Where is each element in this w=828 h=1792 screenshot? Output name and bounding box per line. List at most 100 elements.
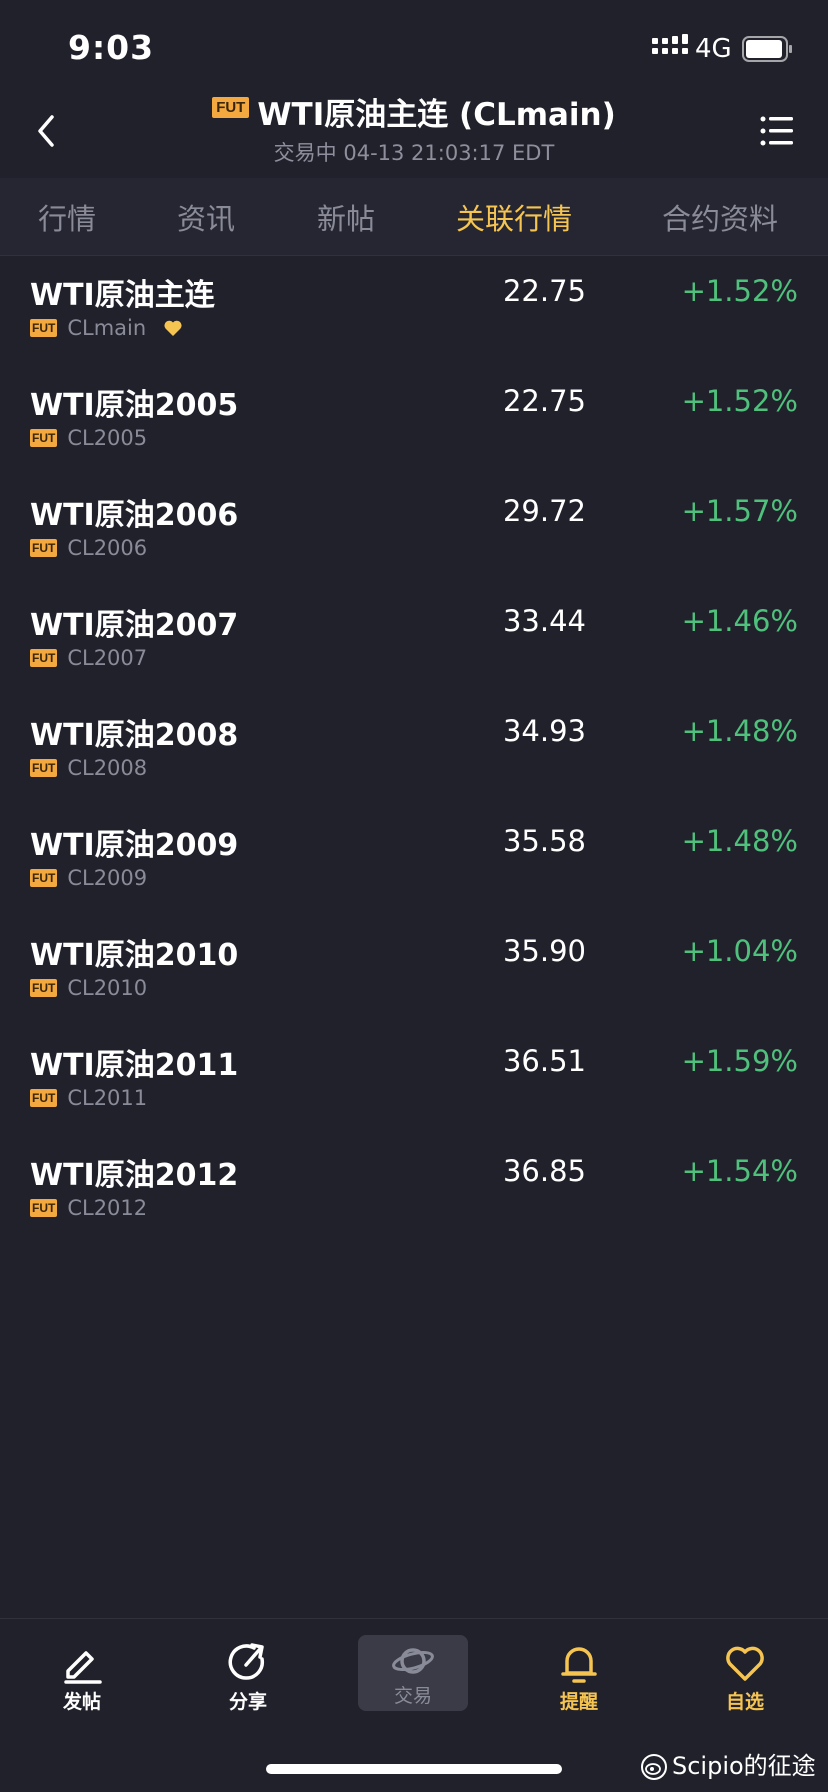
change-percent: +1.52% bbox=[681, 384, 798, 418]
contract-name: WTI原油2010 bbox=[30, 938, 239, 973]
nav-share[interactable]: 分享 bbox=[193, 1641, 303, 1741]
change-percent: +1.48% bbox=[681, 824, 798, 858]
last-price: 22.75 bbox=[502, 274, 586, 308]
nav-trade[interactable]: 交易 bbox=[358, 1635, 468, 1711]
page-title: FUT WTI原油主连 (CLmain) bbox=[0, 89, 828, 134]
list-item[interactable]: WTI原油2012 FUT CL2012 36.85 +1.54% bbox=[0, 1138, 828, 1248]
nav-label: 交易 bbox=[393, 1685, 432, 1707]
fut-badge: FUT bbox=[30, 1089, 58, 1107]
contract-code: CL2008 bbox=[67, 756, 148, 780]
list-item[interactable]: WTI原油2009 FUT CL2009 35.58 +1.48% bbox=[0, 808, 828, 918]
list-item[interactable]: WTI原油2006 FUT CL2006 29.72 +1.57% bbox=[0, 478, 828, 588]
fut-badge: FUT bbox=[30, 319, 58, 337]
tab-related-quotes[interactable]: 关联行情 bbox=[456, 202, 573, 236]
last-price: 35.90 bbox=[502, 934, 586, 968]
contract-sub: FUT CL2006 bbox=[30, 536, 147, 560]
nav-watchlist[interactable]: 自选 bbox=[690, 1641, 800, 1741]
weibo-logo-icon bbox=[641, 1754, 667, 1780]
last-price: 34.93 bbox=[502, 714, 586, 748]
last-price: 22.75 bbox=[502, 384, 586, 418]
contract-code: CLmain bbox=[67, 316, 147, 340]
watermark-text: Scipio的征途 bbox=[672, 1752, 816, 1780]
tab-bar: 行情 资讯 新帖 关联行情 合约资料 bbox=[0, 178, 828, 256]
tab-posts[interactable]: 新帖 bbox=[317, 202, 376, 236]
contract-code: CL2009 bbox=[67, 866, 148, 890]
contract-sub: FUT CLmain bbox=[30, 316, 183, 340]
fut-badge: FUT bbox=[30, 759, 58, 777]
status-time: 9:03 bbox=[68, 28, 155, 67]
contract-name: WTI原油2008 bbox=[30, 718, 239, 753]
contract-code: CL2012 bbox=[67, 1196, 148, 1220]
contract-name: WTI原油2009 bbox=[30, 828, 239, 863]
tab-contract-info[interactable]: 合约资料 bbox=[662, 202, 779, 236]
contract-sub: FUT CL2008 bbox=[30, 756, 147, 780]
contract-code: CL2007 bbox=[67, 646, 148, 670]
list-item[interactable]: WTI原油主连 FUT CLmain 22.75 +1.52% bbox=[0, 258, 828, 368]
contract-name: WTI原油2005 bbox=[30, 388, 239, 423]
contract-name: WTI原油2012 bbox=[30, 1158, 239, 1193]
change-percent: +1.59% bbox=[681, 1044, 798, 1078]
related-quotes-list: WTI原油主连 FUT CLmain 22.75 +1.52% WTI原油2005… bbox=[0, 258, 828, 1248]
fut-badge: FUT bbox=[30, 1199, 58, 1217]
nav-compose[interactable]: 发帖 bbox=[27, 1641, 137, 1741]
contract-code: CL2006 bbox=[67, 536, 148, 560]
contract-name: WTI原油2007 bbox=[30, 608, 239, 643]
contract-name: WTI原油主连 bbox=[30, 278, 215, 313]
home-indicator[interactable] bbox=[266, 1764, 562, 1774]
change-percent: +1.46% bbox=[681, 604, 798, 638]
contract-sub: FUT CL2010 bbox=[30, 976, 147, 1000]
list-item[interactable]: WTI原油2011 FUT CL2011 36.51 +1.59% bbox=[0, 1028, 828, 1138]
contract-name: WTI原油2006 bbox=[30, 498, 239, 533]
chevron-left-icon[interactable] bbox=[32, 111, 62, 151]
contract-code: CL2010 bbox=[67, 976, 148, 1000]
change-percent: +1.57% bbox=[681, 494, 798, 528]
trading-status: 交易中 04-13 21:03:17 EDT bbox=[273, 141, 555, 165]
signal-bars-icon bbox=[652, 34, 688, 54]
contract-sub: FUT CL2005 bbox=[30, 426, 147, 450]
nav-label: 分享 bbox=[228, 1691, 267, 1713]
heart-icon bbox=[726, 1646, 764, 1681]
list-menu-icon[interactable] bbox=[760, 115, 794, 147]
nav-label: 自选 bbox=[725, 1691, 764, 1713]
status-bar: 9:03 4G bbox=[0, 0, 828, 100]
heart-icon bbox=[164, 320, 182, 336]
nav-label: 发帖 bbox=[62, 1691, 101, 1713]
bottom-nav: 发帖 分享 交易 提醒 自选 bbox=[0, 1618, 828, 1792]
list-item[interactable]: WTI原油2005 FUT CL2005 22.75 +1.52% bbox=[0, 368, 828, 478]
fut-badge: FUT bbox=[212, 97, 250, 118]
fut-badge: FUT bbox=[30, 869, 58, 887]
network-label: 4G bbox=[695, 34, 732, 64]
fut-badge: FUT bbox=[30, 649, 58, 667]
header: FUT WTI原油主连 (CLmain) 交易中 04-13 21:03:17 E… bbox=[0, 85, 828, 180]
title-text: WTI原油主连 (CLmain) bbox=[257, 97, 616, 133]
change-percent: +1.52% bbox=[681, 274, 798, 308]
contract-code: CL2011 bbox=[67, 1086, 148, 1110]
share-icon bbox=[228, 1643, 265, 1680]
fut-badge: FUT bbox=[30, 979, 58, 997]
last-price: 36.51 bbox=[502, 1044, 586, 1078]
change-percent: +1.54% bbox=[681, 1154, 798, 1188]
battery-icon bbox=[742, 36, 792, 62]
watermark: Scipio的征途 bbox=[640, 1746, 816, 1781]
contract-code: CL2005 bbox=[67, 426, 148, 450]
tab-quotes[interactable]: 行情 bbox=[38, 202, 97, 236]
fut-badge: FUT bbox=[30, 539, 58, 557]
last-price: 29.72 bbox=[502, 494, 586, 528]
tab-news[interactable]: 资讯 bbox=[177, 202, 236, 236]
nav-label: 提醒 bbox=[559, 1691, 598, 1713]
contract-sub: FUT CL2011 bbox=[30, 1086, 147, 1110]
compose-icon bbox=[64, 1651, 102, 1684]
bell-icon bbox=[561, 1647, 597, 1683]
change-percent: +1.48% bbox=[681, 714, 798, 748]
list-item[interactable]: WTI原油2010 FUT CL2010 35.90 +1.04% bbox=[0, 918, 828, 1028]
contract-name: WTI原油2011 bbox=[30, 1048, 239, 1083]
list-item[interactable]: WTI原油2007 FUT CL2007 33.44 +1.46% bbox=[0, 588, 828, 698]
list-item[interactable]: WTI原油2008 FUT CL2008 34.93 +1.48% bbox=[0, 698, 828, 808]
contract-sub: FUT CL2012 bbox=[30, 1196, 147, 1220]
contract-sub: FUT CL2007 bbox=[30, 646, 147, 670]
nav-alerts[interactable]: 提醒 bbox=[524, 1641, 634, 1741]
fut-badge: FUT bbox=[30, 429, 58, 447]
last-price: 36.85 bbox=[502, 1154, 586, 1188]
contract-sub: FUT CL2009 bbox=[30, 866, 147, 890]
planet-icon bbox=[392, 1648, 434, 1674]
